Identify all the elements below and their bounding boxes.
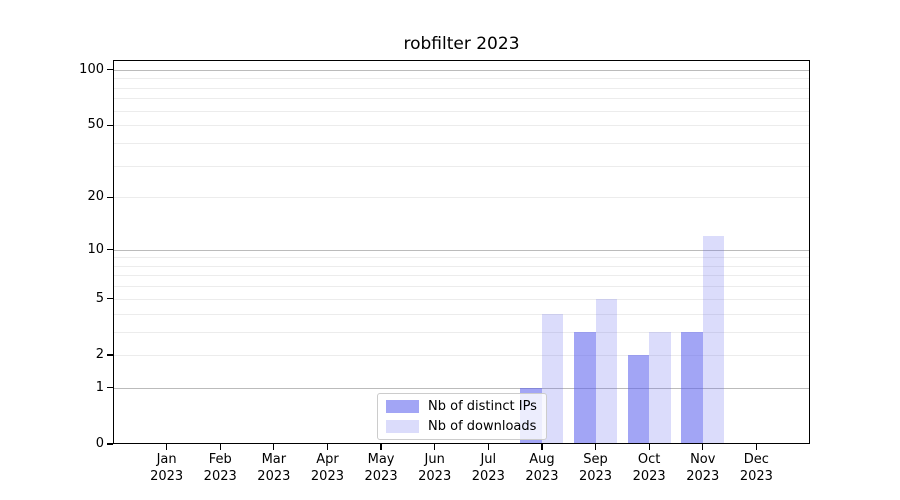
x-axis-tick-label: Dec 2023 xyxy=(739,452,773,484)
x-axis-tick-label: Aug 2023 xyxy=(525,452,559,484)
y-axis-tick xyxy=(107,69,113,71)
plot-area xyxy=(113,60,810,444)
x-axis-tick-label: Feb 2023 xyxy=(203,452,237,484)
y-axis-tick xyxy=(107,354,113,356)
y-axis-tick-label: 50 xyxy=(87,117,104,133)
y-axis-tick xyxy=(107,124,113,126)
x-axis-tick xyxy=(487,444,489,450)
gridline-minor xyxy=(113,98,810,100)
bar-downloads xyxy=(541,313,564,444)
y-axis-tick xyxy=(107,298,113,300)
x-axis-tick xyxy=(434,444,436,450)
x-axis-tick xyxy=(702,444,704,450)
x-axis-tick-label: Sep 2023 xyxy=(578,452,613,484)
bar-downloads xyxy=(649,331,671,444)
y-axis-tick xyxy=(107,248,113,251)
y-axis-tick-label: 5 xyxy=(95,290,104,306)
bar-distinct-ips xyxy=(574,331,596,444)
x-axis-tick-label: Jul 2023 xyxy=(471,452,505,484)
gridline-minor xyxy=(113,110,810,112)
y-axis-tick-label: 10 xyxy=(87,241,104,257)
x-axis-tick xyxy=(648,444,650,450)
gridline-minor xyxy=(113,78,810,80)
x-axis-tick xyxy=(594,444,597,450)
bar-distinct-ips xyxy=(627,354,650,444)
y-axis-tick-label: 1 xyxy=(95,379,104,395)
x-axis-tick-label: Jan 2023 xyxy=(150,452,184,484)
x-axis-tick-label: Nov 2023 xyxy=(686,452,720,484)
x-axis-tick xyxy=(541,444,543,450)
chart-title: robfilter 2023 xyxy=(403,34,520,54)
x-axis-tick-label: Apr 2023 xyxy=(310,452,344,484)
gridline-minor xyxy=(113,286,810,288)
x-axis-tick-label: May 2023 xyxy=(364,452,398,484)
legend-swatch-downloads xyxy=(386,420,419,433)
y-axis-tick xyxy=(107,387,113,389)
gridline-minor xyxy=(113,197,810,199)
gridline-minor xyxy=(113,257,810,259)
gridline-minor xyxy=(113,313,810,315)
x-axis-tick xyxy=(326,444,329,450)
gridline-minor xyxy=(113,165,810,167)
gridline-major xyxy=(113,387,810,389)
gridline-minor xyxy=(113,331,810,333)
legend: Nb of distinct IPs Nb of downloads xyxy=(377,393,547,440)
legend-label-distinct-ips: Nb of distinct IPs xyxy=(428,399,537,414)
y-axis-tick xyxy=(107,443,113,445)
bar-distinct-ips xyxy=(681,331,703,444)
legend-row-distinct-ips: Nb of distinct IPs xyxy=(386,399,537,414)
x-axis-tick xyxy=(165,444,168,450)
x-axis-tick-label: Jun 2023 xyxy=(418,452,452,484)
gridline-minor xyxy=(113,275,810,277)
y-axis-tick-label: 0 xyxy=(95,436,104,451)
legend-row-downloads: Nb of downloads xyxy=(386,419,537,434)
gridline-minor xyxy=(113,354,810,356)
x-axis-tick xyxy=(380,444,382,450)
x-axis-tick xyxy=(273,444,275,450)
x-axis-tick xyxy=(219,444,221,450)
gridline-minor xyxy=(113,298,810,300)
gridline-minor xyxy=(113,265,810,267)
gridline-minor xyxy=(113,142,810,144)
gridline-major xyxy=(113,249,810,251)
gridline-minor xyxy=(113,87,810,89)
x-axis-tick-label: Oct 2023 xyxy=(632,452,666,484)
y-axis-tick-label: 2 xyxy=(95,346,104,362)
gridline-major xyxy=(113,69,810,71)
x-axis-tick-label: Mar 2023 xyxy=(257,452,291,484)
gridline-minor xyxy=(113,125,810,127)
bar-downloads xyxy=(702,236,725,444)
x-axis-tick xyxy=(755,444,758,450)
legend-label-downloads: Nb of downloads xyxy=(428,419,537,434)
legend-swatch-distinct-ips xyxy=(386,400,419,413)
y-axis-tick-label: 20 xyxy=(87,189,104,205)
y-axis-tick-label: 100 xyxy=(79,61,104,77)
y-axis-tick xyxy=(107,196,113,198)
bar-downloads xyxy=(595,298,618,444)
